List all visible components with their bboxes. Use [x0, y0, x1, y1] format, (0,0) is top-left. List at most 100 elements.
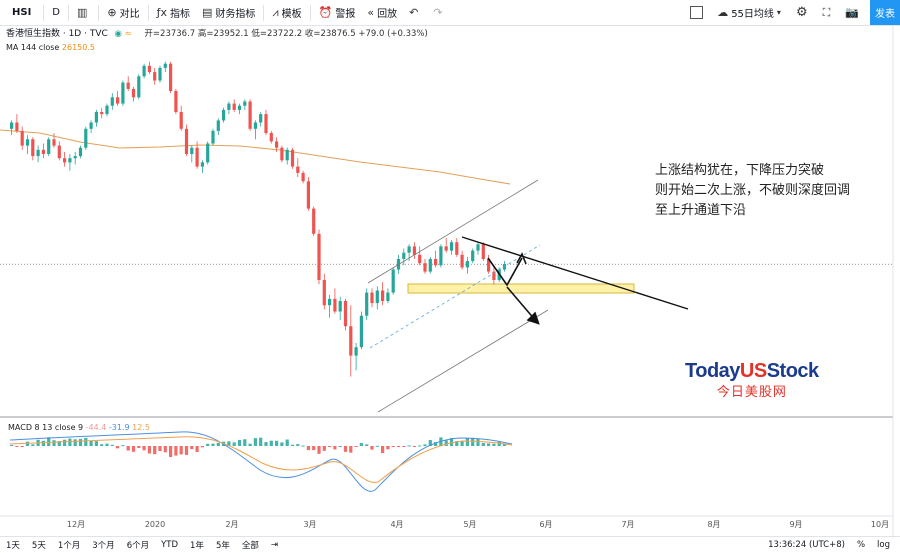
macd-hist-bar: [243, 439, 247, 446]
candle-body: [158, 67, 162, 81]
macd-hist-bar: [57, 441, 61, 446]
log-toggle[interactable]: log: [877, 540, 890, 550]
approx-icon: ≈: [124, 29, 132, 39]
macd-hist-bar: [343, 446, 348, 452]
note-line-2: 则开始二次上涨，不破则深度回调: [655, 183, 851, 198]
layout-checkbox[interactable]: [690, 6, 704, 19]
macd-hist-bar: [354, 446, 358, 447]
candle-body: [275, 141, 279, 148]
bottom-right: 13:36:24 (UTC+8) % log: [762, 537, 896, 553]
interval-button[interactable]: D: [52, 7, 60, 18]
macd-hist-bar: [402, 446, 406, 447]
macd-line-value: -31.9: [108, 423, 130, 432]
candle-body: [211, 130, 215, 144]
candle-body: [306, 181, 310, 209]
templates-button[interactable]: ⩘ 模板: [266, 0, 307, 25]
indicators-button[interactable]: ƒx 指标: [151, 0, 196, 25]
candle-body: [481, 244, 485, 259]
candle-body: [264, 114, 268, 133]
macd-hist-bar: [248, 443, 252, 446]
layout-dropdown[interactable]: ☁ 55日均线 ▾: [711, 0, 790, 25]
macd-hist-bar: [418, 445, 422, 447]
range-3m[interactable]: 3个月: [92, 541, 115, 551]
divider: [263, 4, 265, 21]
candle-body: [465, 261, 469, 268]
macd-hist-bar: [434, 442, 438, 446]
financials-button[interactable]: ▤ 财务指标: [196, 0, 261, 25]
snapshot-button[interactable]: 📷: [839, 0, 868, 25]
candle-body: [253, 122, 257, 129]
alert-label: 警报: [335, 9, 356, 20]
settings-button[interactable]: ⚙: [790, 0, 817, 25]
macd-hist-bar: [158, 446, 162, 451]
candle-body: [444, 246, 448, 251]
range-all[interactable]: 全部: [241, 541, 259, 551]
goto-date-icon[interactable]: ⇥: [270, 540, 279, 550]
candle-body: [375, 290, 379, 304]
candle-body: [237, 105, 242, 110]
fullscreen-button[interactable]: ⛶: [817, 0, 840, 25]
percent-toggle[interactable]: %: [856, 540, 866, 550]
candle-body: [428, 259, 432, 272]
candle-body: [174, 91, 178, 112]
settings-small-icon[interactable]: ◉: [114, 29, 122, 39]
candle-body: [116, 97, 120, 104]
candle-body: [200, 162, 204, 167]
x-tick-label: 2月: [225, 520, 238, 529]
range-1y[interactable]: 1年: [190, 541, 204, 551]
candle-body: [333, 298, 337, 312]
macd-hist-bar: [20, 446, 24, 447]
clock-time[interactable]: 13:36:24 (UTC+8): [768, 540, 845, 550]
replay-button[interactable]: «回放: [361, 0, 403, 25]
macd-hist-bar: [391, 446, 395, 447]
range-1m[interactable]: 1个月: [57, 541, 81, 551]
macd-hist-bar: [31, 444, 35, 446]
candle-body: [41, 149, 45, 154]
candle-body: [449, 242, 454, 251]
macd-hist-bar: [259, 437, 263, 446]
alarm-clock-icon: ⏰: [318, 6, 333, 19]
range-ytd[interactable]: YTD: [161, 540, 179, 550]
macd-hist-bar: [471, 437, 475, 446]
right-toolbar: ☁ 55日均线 ▾ ⚙ ⛶ 📷: [682, 0, 868, 25]
macd-label: MACD 8 13 close 9: [8, 423, 84, 432]
redo-icon: ↷: [433, 6, 443, 19]
macd-hist-bar: [381, 446, 385, 454]
candle-body: [216, 120, 220, 131]
undo-button[interactable]: ↶: [403, 0, 427, 25]
candle-body: [15, 122, 19, 131]
ma-label: MA 144 close: [6, 43, 60, 52]
candle-body: [31, 139, 35, 157]
macd-hist-bar: [455, 441, 459, 446]
macd-hist-bar: [502, 443, 507, 446]
candle-body: [386, 292, 390, 301]
macd-hist-bar: [328, 446, 332, 447]
range-1d[interactable]: 1天: [6, 541, 20, 551]
candle-body: [222, 109, 226, 121]
symbol-search[interactable]: HSI: [12, 7, 32, 18]
templates-icon: ⩘: [272, 5, 279, 19]
redo-button[interactable]: ↷: [427, 0, 451, 25]
macd-hist-bar: [253, 438, 257, 446]
macd-hist-bar: [174, 446, 178, 456]
x-tick-label: 4月: [390, 520, 403, 529]
candle-body: [338, 301, 342, 312]
bar-style-button[interactable]: ▥: [71, 0, 96, 25]
macd-hist-bar: [322, 446, 326, 451]
macd-hist-bar: [492, 443, 496, 446]
range-5y[interactable]: 5年: [215, 541, 230, 551]
range-6m[interactable]: 6个月: [126, 541, 150, 551]
analysis-note: 上涨结构犹在，下降压力突破 则开始二次上涨，不破则深度回调 至上升通道下沿: [655, 161, 850, 221]
alert-button[interactable]: ⏰ 警报: [313, 0, 362, 25]
candle-body: [89, 122, 93, 129]
macd-hist-bar: [216, 442, 220, 446]
publish-button[interactable]: 发表: [870, 0, 900, 25]
range-5d[interactable]: 5天: [31, 541, 46, 551]
macd-hist-bar: [78, 438, 83, 446]
note-line-3: 至上升通道下沿: [655, 203, 747, 218]
compare-button[interactable]: ⊕ 对比: [101, 0, 145, 25]
macd-legend: MACD 8 13 close 9 -44.4 -31.9 12.5: [8, 423, 150, 432]
chevron-down-icon: ▾: [776, 8, 781, 17]
macd-hist-bar: [153, 446, 157, 455]
